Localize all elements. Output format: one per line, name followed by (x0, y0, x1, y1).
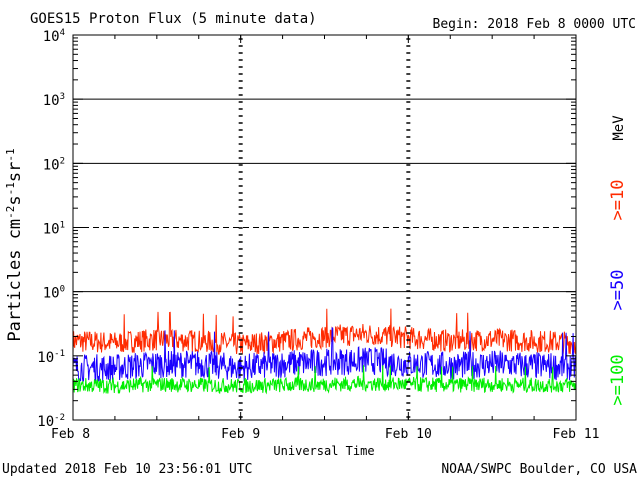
day-markers (238, 38, 411, 418)
threshold-lines (73, 98, 576, 293)
y-tick-label: 10-2 (37, 413, 65, 430)
plot-frame (72, 34, 577, 421)
legend-label: >=100 (608, 354, 628, 405)
chart-title: GOES15 Proton Flux (5 minute data) (30, 11, 317, 27)
x-tick-label: Feb 8 (51, 427, 90, 442)
credit-label: NOAA/SWPC Boulder, CO USA (441, 462, 637, 477)
y-tick-label: 10-1 (37, 349, 65, 366)
series-line (72, 327, 577, 384)
x-tick-label: Feb 9 (221, 427, 260, 442)
y-tick-label: 103 (43, 92, 65, 109)
legend-label: >=10 (608, 180, 628, 221)
y-axis: 104 103 102 101 100 10-1 10-2 (37, 28, 576, 430)
y-tick-label: 100 (43, 285, 65, 302)
x-tick-label: Feb 10 (385, 427, 432, 442)
legend-label: >=50 (608, 270, 628, 311)
x-axis: Feb 8 Feb 9 Feb 10 Feb 11 (51, 35, 599, 442)
series-line (72, 308, 577, 355)
x-tick-label: Feb 11 (553, 427, 600, 442)
x-axis-label: Universal Time (273, 444, 374, 458)
y-axis-label: Particles cm-2s-1sr-1 (4, 148, 25, 341)
y-tick-label: 104 (43, 28, 65, 45)
series-line (72, 365, 577, 395)
y-tick-label: 102 (43, 156, 65, 173)
legend-unit-label: MeV (611, 115, 627, 141)
data-series-area (72, 308, 577, 395)
updated-label: Updated 2018 Feb 10 23:56:01 UTC (2, 462, 252, 477)
y-tick-label: 101 (43, 221, 65, 238)
begin-label: Begin: 2018 Feb 8 0000 UTC (433, 17, 637, 32)
legend: >=10 >=50 >=100 MeV (608, 115, 628, 406)
